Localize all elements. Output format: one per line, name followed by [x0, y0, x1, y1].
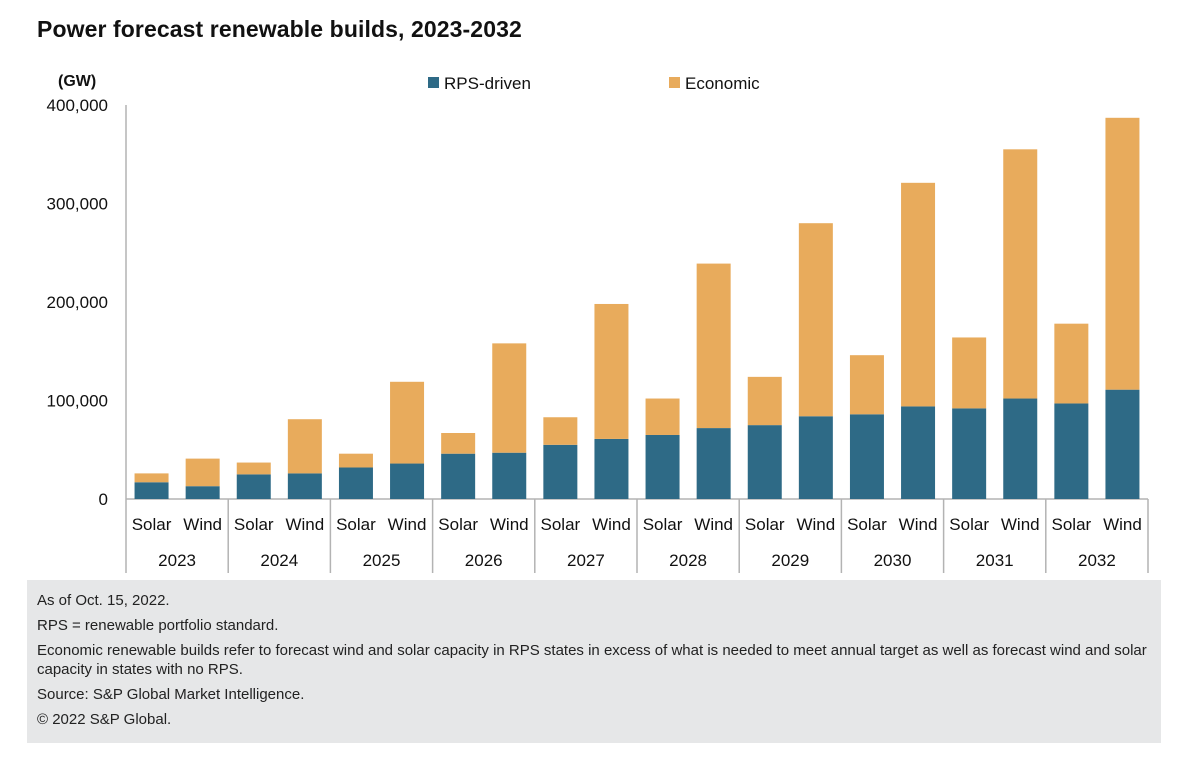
y-tick-label: 0: [99, 490, 108, 509]
x-group-label: 2024: [260, 551, 298, 570]
bar-2032-solar-economic: [1054, 323, 1089, 404]
x-group-label: 2023: [158, 551, 196, 570]
bar-2030-wind-economic: [901, 182, 936, 407]
bar-2031-solar-rps: [952, 408, 987, 499]
stacked-bar-chart: 0 100,000 200,000 300,000 400,000 (GW) Solar Wi…: [47, 73, 1149, 573]
x-category-label: Solar: [949, 515, 989, 534]
x-category-label: Solar: [745, 515, 785, 534]
bar-2023-solar-economic: [134, 473, 169, 483]
bar-2029-solar-economic: [747, 376, 782, 426]
note-line: RPS = renewable portfolio standard.: [37, 617, 279, 634]
bar-2029-wind-rps: [798, 416, 833, 499]
bar-2026-wind-economic: [492, 343, 527, 453]
note-line: Economic renewable builds refer to forec…: [37, 642, 1147, 678]
x-category-label: Solar: [643, 515, 683, 534]
bar-2025-solar-rps: [338, 467, 373, 499]
bar-2030-wind-rps: [901, 406, 936, 499]
bar-2024-wind-rps: [287, 473, 322, 499]
bar-2030-solar-economic: [849, 355, 884, 415]
y-unit-label: (GW): [58, 73, 96, 90]
x-category-label: Wind: [796, 515, 835, 534]
legend-swatch-rps: [428, 77, 439, 88]
note-line: © 2022 S&P Global.: [37, 711, 172, 728]
bar-2029-solar-rps: [747, 425, 782, 499]
bar-2031-solar-economic: [952, 337, 987, 409]
x-category-label: Solar: [234, 515, 274, 534]
y-tick-label: 400,000: [47, 96, 108, 115]
bar-2024-wind-economic: [287, 419, 322, 474]
bar-2031-wind-economic: [1003, 149, 1038, 399]
bar-2028-wind-rps: [696, 428, 731, 499]
chart-title: Power forecast renewable builds, 2023-20…: [37, 16, 522, 42]
x-category-label: Solar: [132, 515, 172, 534]
x-category-label: Wind: [899, 515, 938, 534]
bar-2025-solar-economic: [338, 453, 373, 468]
bar-2023-wind-rps: [185, 486, 220, 499]
bar-2027-wind-rps: [594, 438, 629, 499]
chart-notes: As of Oct. 15, 2022. RPS = renewable port…: [27, 580, 1161, 743]
x-group-label: 2029: [771, 551, 809, 570]
bar-2030-solar-rps: [849, 414, 884, 499]
y-tick-label: 100,000: [47, 392, 108, 411]
x-category-label: Wind: [183, 515, 222, 534]
bar-2028-solar-economic: [645, 398, 680, 435]
bar-2031-wind-rps: [1003, 398, 1038, 499]
bar-2023-solar-rps: [134, 482, 169, 499]
x-category-label: Wind: [490, 515, 529, 534]
x-group-label: 2025: [363, 551, 401, 570]
bar-2026-solar-rps: [441, 453, 476, 499]
legend-label-economic: Economic: [685, 74, 760, 93]
bar-2032-solar-rps: [1054, 403, 1089, 499]
bar-2027-solar-rps: [543, 444, 578, 499]
x-category-label: Solar: [1052, 515, 1092, 534]
bar-2032-wind-rps: [1105, 389, 1140, 499]
bar-2025-wind-economic: [390, 381, 425, 464]
bar-2025-wind-rps: [390, 463, 425, 499]
legend-label-rps: RPS-driven: [444, 74, 531, 93]
y-tick-label: 200,000: [47, 293, 108, 312]
x-category-label: Solar: [541, 515, 581, 534]
x-category-label: Wind: [285, 515, 324, 534]
bar-2029-wind-economic: [798, 223, 833, 417]
legend-swatch-economic: [669, 77, 680, 88]
x-group-label: 2032: [1078, 551, 1116, 570]
bar-2026-wind-rps: [492, 452, 527, 499]
x-category-label: Wind: [1001, 515, 1040, 534]
note-line: Source: S&P Global Market Intelligence.: [37, 686, 305, 703]
bar-2026-solar-economic: [441, 433, 476, 454]
x-category-label: Solar: [336, 515, 376, 534]
bar-2023-wind-economic: [185, 458, 220, 487]
bar-2024-solar-rps: [236, 474, 271, 499]
x-category-label: Solar: [438, 515, 478, 534]
bar-2027-wind-economic: [594, 303, 629, 439]
bar-2032-wind-economic: [1105, 117, 1140, 390]
x-group-label: 2027: [567, 551, 605, 570]
x-category-label: Wind: [1103, 515, 1142, 534]
x-group-label: 2028: [669, 551, 707, 570]
x-category-label: Wind: [694, 515, 733, 534]
x-category-label: Wind: [592, 515, 631, 534]
x-group-label: 2031: [976, 551, 1014, 570]
x-category-label: Wind: [388, 515, 427, 534]
x-category-label: Solar: [847, 515, 887, 534]
bar-2024-solar-economic: [236, 462, 271, 475]
y-tick-label: 300,000: [47, 195, 108, 214]
bar-2027-solar-economic: [543, 417, 578, 445]
bar-2028-wind-economic: [696, 263, 731, 429]
bar-2028-solar-rps: [645, 434, 680, 499]
x-group-label: 2030: [874, 551, 912, 570]
note-line: As of Oct. 15, 2022.: [37, 592, 170, 609]
x-group-label: 2026: [465, 551, 503, 570]
